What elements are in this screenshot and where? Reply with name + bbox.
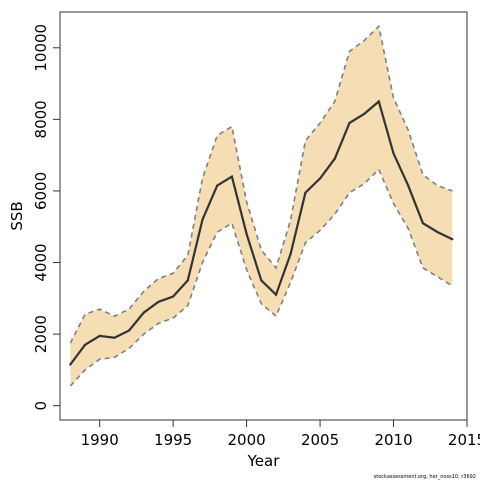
x-tick-label-2015: 2015 bbox=[448, 431, 480, 449]
x-axis-title: Year bbox=[247, 452, 281, 470]
y-tick-label-8000: 8000 bbox=[32, 100, 50, 138]
x-tick-label-1990: 1990 bbox=[81, 431, 119, 449]
ssb-point-1995 bbox=[172, 295, 175, 298]
ssb-point-1998 bbox=[216, 184, 219, 187]
x-tick-label-1995: 1995 bbox=[154, 431, 192, 449]
ssb-point-2009 bbox=[377, 100, 380, 103]
confidence-band bbox=[70, 26, 453, 387]
ssb-point-2014 bbox=[451, 238, 454, 241]
plot-frame bbox=[59, 11, 468, 421]
ssb-point-1992 bbox=[127, 329, 131, 332]
ssb-point-2004 bbox=[304, 191, 307, 194]
ssb-point-2002 bbox=[274, 293, 278, 296]
ssb-point-2012 bbox=[421, 222, 425, 225]
ssb-point-1997 bbox=[201, 218, 204, 221]
y-tick-label-6000: 6000 bbox=[32, 172, 50, 210]
x-axis: 1990 1995 2000 2005 2010 2015 bbox=[81, 420, 480, 449]
plot-area bbox=[69, 24, 454, 387]
y-tick-label-2000: 2000 bbox=[32, 315, 50, 353]
ssb-point-2006 bbox=[333, 157, 336, 160]
ssb-point-1989 bbox=[83, 343, 87, 346]
credit-text: stockassessment.org, her_noss10, r3692 bbox=[374, 474, 476, 480]
ssb-point-1994 bbox=[157, 300, 160, 303]
ssb-point-2003 bbox=[289, 252, 292, 255]
y-tick-label-10000: 10000 bbox=[32, 24, 50, 72]
ssb-point-1993 bbox=[142, 311, 145, 314]
ssb-point-1988 bbox=[69, 363, 72, 366]
x-tick-label-2010: 2010 bbox=[374, 431, 412, 449]
ssb-point-1991 bbox=[113, 336, 116, 339]
data-points bbox=[69, 100, 454, 366]
y-tick-label-0: 0 bbox=[32, 401, 50, 411]
ssb-point-2001 bbox=[260, 279, 263, 282]
ssb-point-1999 bbox=[230, 175, 234, 178]
ssb-point-1996 bbox=[186, 279, 189, 282]
lower-bound-line bbox=[69, 168, 453, 387]
x-tick-label-2000: 2000 bbox=[228, 431, 266, 449]
ssb-point-2000 bbox=[245, 232, 248, 235]
ssb-point-1990 bbox=[98, 334, 101, 337]
ssb-point-2010 bbox=[392, 152, 395, 155]
y-axis: 0 2000 4000 6000 8000 10000 bbox=[32, 24, 60, 411]
y-axis-title: SSB bbox=[8, 201, 26, 230]
ssb-point-2007 bbox=[348, 121, 351, 125]
ssb-point-2013 bbox=[436, 231, 439, 234]
x-tick-label-2005: 2005 bbox=[301, 431, 339, 449]
ssb-point-2008 bbox=[363, 112, 366, 116]
ssb-point-2005 bbox=[318, 177, 322, 180]
y-tick-label-4000: 4000 bbox=[32, 243, 50, 281]
ssb-point-2011 bbox=[407, 184, 410, 187]
